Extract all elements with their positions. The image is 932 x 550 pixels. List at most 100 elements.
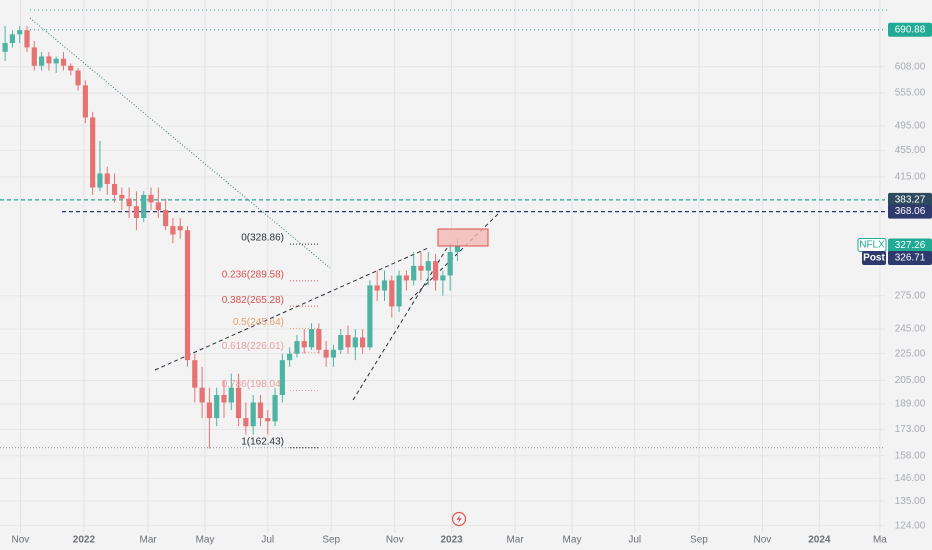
wedge-lower: [352, 247, 448, 401]
candle-body: [257, 402, 264, 419]
price-tag-label: 383.27: [895, 195, 926, 206]
price-axis: 608.00 555.00 495.00 455.00 415.00 275.00 245.…: [12, 22, 932, 546]
x-tick-label: Jul: [261, 535, 274, 546]
candle-body: [403, 275, 409, 281]
fib-level-label: 0.786(198.04): [222, 379, 284, 390]
fib-level-label: 0.618(226.01): [222, 341, 284, 352]
candle-body: [279, 360, 285, 395]
candle-body: [60, 58, 67, 66]
fib-level-label: 1(162.43): [241, 436, 284, 447]
candle-body: [308, 329, 315, 348]
candle-body: [163, 210, 169, 227]
price-tag: [888, 204, 932, 219]
candle-body: [447, 251, 453, 276]
price-tag-label: 368.06: [895, 206, 926, 217]
candle-body: [53, 58, 59, 64]
candle-body: [301, 341, 307, 348]
y-tick-label: 245.00: [895, 324, 926, 335]
candle-body: [119, 194, 125, 199]
post-price-tag: [888, 250, 932, 265]
candle-body: [155, 202, 161, 211]
candle-body: [38, 56, 45, 66]
y-tick-label: 173.00: [895, 424, 926, 435]
x-tick-label: May: [196, 535, 215, 546]
trend-line: [29, 17, 331, 269]
candle-body: [133, 206, 140, 218]
candle-body: [425, 261, 431, 271]
candle-body: [294, 341, 300, 354]
y-tick-label: 124.00: [895, 520, 926, 531]
lightning-icon[interactable]: [451, 511, 467, 527]
candle-body: [141, 194, 147, 218]
candle-body: [170, 226, 176, 235]
candle-body: [381, 280, 388, 291]
candle-body: [214, 394, 220, 419]
candle-body: [206, 402, 212, 419]
x-tick-label: Mar: [506, 535, 524, 546]
post-price-label: 326.71: [895, 253, 926, 264]
price-tag: [888, 192, 932, 207]
candle-body: [199, 387, 205, 403]
last-price-label: 327.26: [895, 240, 926, 251]
y-tick-label: 225.00: [895, 348, 926, 359]
fib-level-label: 0(328.86): [241, 233, 284, 244]
candle-body: [221, 394, 227, 403]
candle-body: [2, 42, 8, 52]
fib-level-label: 0.382(265.28): [222, 295, 284, 306]
icon-bolt[interactable]: [456, 514, 462, 524]
y-tick-label: 455.00: [895, 145, 926, 156]
plot: 0(328.86) 0.236(289.58) 0.382(265.28) 0.5(2…: [0, 26, 885, 449]
y-tick-label: 495.00: [895, 121, 926, 132]
candle-body: [367, 285, 373, 348]
x-tick-label: 2022: [73, 535, 96, 546]
candle-body: [352, 337, 358, 348]
candle-body: [31, 47, 37, 66]
x-tick-label: Mar: [139, 535, 157, 546]
y-tick-label: 205.00: [895, 375, 926, 386]
candle-body: [243, 418, 249, 427]
y-tick-label: 189.00: [895, 399, 926, 410]
icon-circle[interactable]: [451, 511, 467, 527]
grid: [0, 0, 885, 533]
candle-body: [192, 360, 198, 388]
candle-body: [323, 349, 329, 358]
candle-body: [82, 85, 88, 118]
candle-body: [287, 353, 293, 361]
x-tick-label: May: [563, 535, 582, 546]
symbol-tag-label: NFLX: [859, 240, 885, 251]
price-tag: [888, 22, 932, 37]
x-tick-label: Nov: [386, 535, 404, 546]
candle-body: [316, 329, 322, 350]
y-tick-label: 415.00: [895, 172, 926, 183]
y-tick-label: 275.00: [895, 290, 926, 301]
y-tick-label: 555.00: [895, 88, 926, 99]
price-tag-label: 690.88: [895, 24, 926, 35]
candle-body: [177, 226, 183, 231]
candle-body: [396, 275, 402, 307]
candle-body: [345, 335, 351, 348]
candle-body: [126, 198, 132, 207]
candle-body: [235, 387, 242, 419]
candle-body: [104, 173, 110, 184]
target-box: [437, 228, 489, 247]
candle-body: [418, 265, 424, 271]
candle-body: [374, 285, 380, 291]
candle-body: [111, 183, 118, 195]
x-tick-label: 2024: [808, 535, 831, 546]
x-tick-label: Sep: [690, 535, 708, 546]
candle-body: [454, 245, 461, 252]
x-tick-label: 2023: [440, 535, 463, 546]
candle-body: [272, 394, 278, 422]
candle-body: [9, 34, 16, 43]
wedge-upper: [154, 247, 429, 371]
candle-body: [360, 337, 366, 348]
x-tick-label: Jul: [628, 535, 641, 546]
candle-body: [24, 30, 30, 48]
candle-body: [432, 261, 439, 281]
candle-body: [389, 280, 395, 307]
candle-body: [90, 117, 96, 188]
x-tick-label: Sep: [322, 535, 340, 546]
